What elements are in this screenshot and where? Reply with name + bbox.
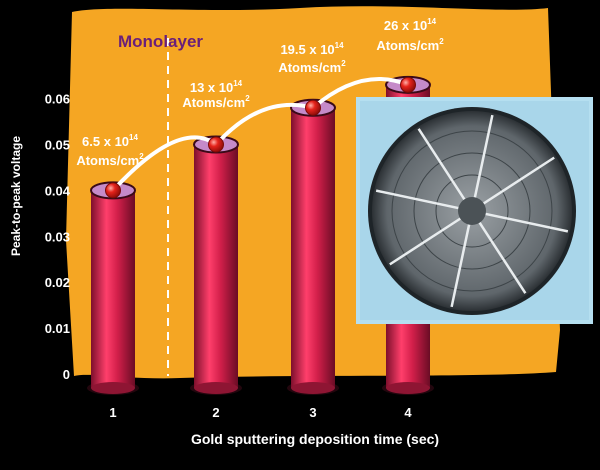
y-tick-label: 0.05: [45, 138, 70, 153]
density-value-label: 6.5 x 1014: [82, 133, 138, 149]
x-tick-label: 4: [404, 405, 412, 420]
density-unit-label: Atoms/cm2: [376, 37, 444, 53]
bar: [287, 98, 339, 395]
y-tick-label: 0.02: [45, 275, 70, 290]
x-tick-label: 3: [309, 405, 316, 420]
density-value-label: 26 x 1014: [384, 17, 437, 33]
y-tick-label: 0.04: [45, 183, 71, 198]
y-tick-label: 0.01: [45, 321, 70, 336]
y-tick-label: 0.06: [45, 92, 70, 107]
density-unit-label: Atoms/cm2: [278, 59, 346, 75]
bar: [190, 135, 242, 395]
density-value-label: 19.5 x 1014: [280, 41, 344, 57]
y-tick-label: 0.03: [45, 229, 70, 244]
y-tick-label: 0: [63, 367, 70, 382]
monolayer-label: Monolayer: [118, 32, 203, 51]
x-tick-label: 2: [212, 405, 219, 420]
density-unit-label: Atoms/cm2: [76, 152, 144, 168]
data-point-marker: [305, 99, 321, 116]
trend-line: [111, 77, 409, 192]
data-point-marker: [208, 136, 224, 153]
bar: [87, 181, 139, 395]
x-tick-label: 1: [109, 405, 116, 420]
density-value-label: 13 x 1014: [190, 79, 243, 95]
wafer-photo: [356, 97, 593, 324]
density-unit-label: Atoms/cm2: [182, 94, 250, 110]
y-axis-label: Peak-to-peak voltage: [9, 136, 23, 256]
data-point-marker: [105, 182, 121, 199]
x-axis-label: Gold sputtering deposition time (sec): [191, 431, 439, 447]
data-point-marker: [400, 76, 416, 93]
